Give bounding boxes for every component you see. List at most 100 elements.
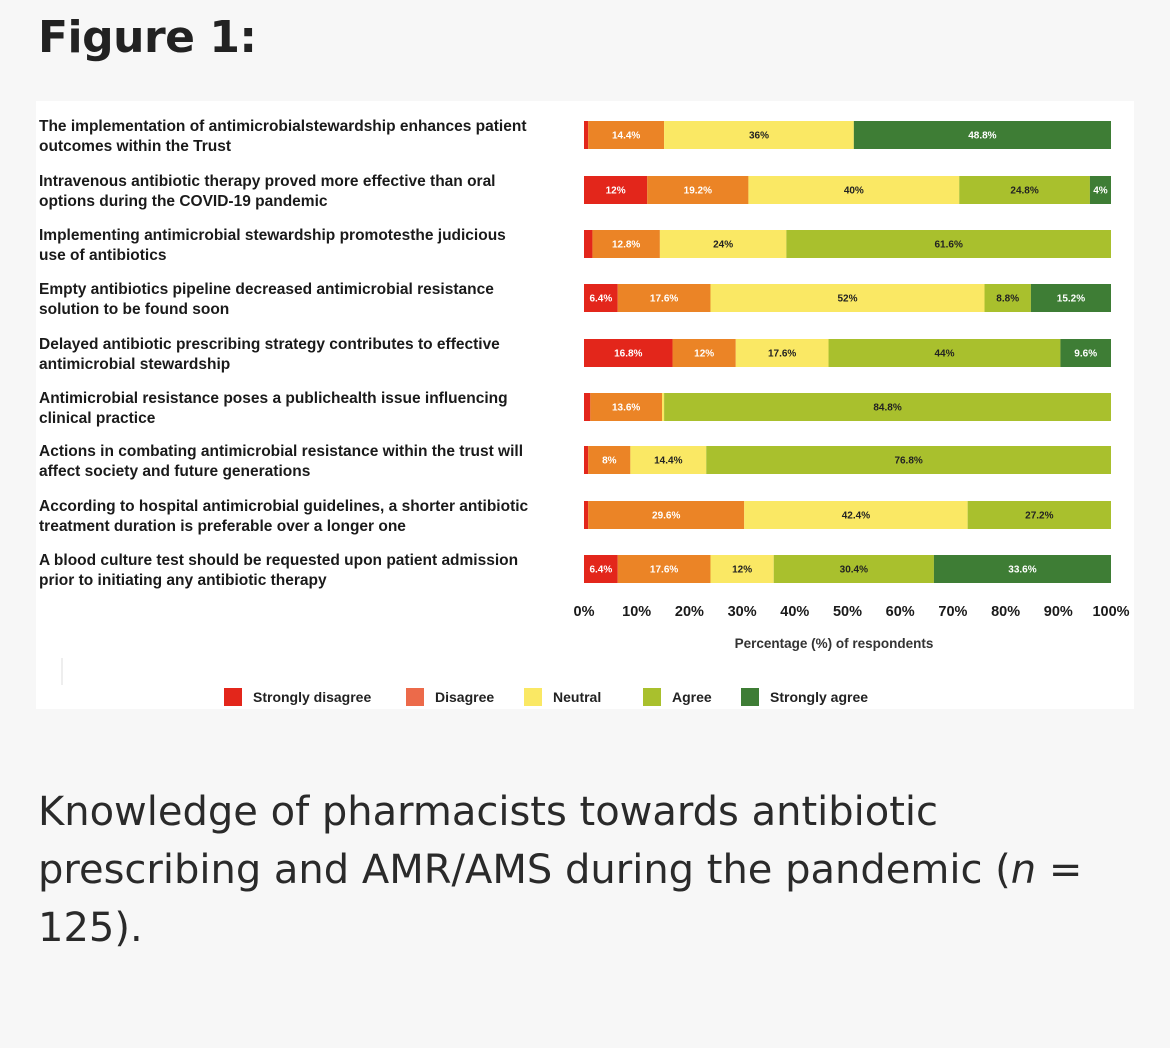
category-label: A blood culture test should be requested…	[39, 552, 518, 569]
bar-segment-disagree	[647, 176, 749, 204]
data-label: 12%	[606, 186, 626, 197]
caption-text-start: Knowledge of pharmacists towards antibio…	[38, 789, 1011, 893]
data-label: 15.2%	[1057, 294, 1085, 305]
category-label: Delayed antibiotic prescribing strategy …	[39, 336, 500, 353]
data-label: 19.2%	[684, 186, 712, 197]
bar-segment-strongly_disagree	[584, 501, 589, 529]
bar-segment-neutral	[710, 284, 985, 312]
data-label: 24.8%	[1010, 186, 1038, 197]
category-label: Implementing antimicrobial stewardship p…	[39, 227, 506, 244]
x-tick-label: 90%	[1044, 604, 1073, 620]
data-label: 84.8%	[873, 403, 901, 414]
bar-segment-neutral	[744, 501, 968, 529]
legend-label: Strongly disagree	[253, 689, 371, 705]
data-label: 14.4%	[612, 131, 640, 142]
data-label: 8.8%	[996, 294, 1019, 305]
figure-caption: Knowledge of pharmacists towards antibio…	[38, 783, 1118, 957]
bar-segment-strongly_agree	[1030, 284, 1111, 312]
bar-segment-agree	[828, 339, 1061, 367]
bar-segment-neutral	[710, 555, 774, 583]
category-label: Antimicrobial resistance poses a publich…	[39, 390, 508, 407]
bar-segment-agree	[984, 284, 1031, 312]
category-label: options during the COVID-19 pandemic	[39, 193, 328, 210]
data-label: 61.6%	[935, 240, 963, 251]
x-tick-label: 10%	[622, 604, 651, 620]
bar-segment-disagree	[590, 393, 662, 421]
bar-segment-neutral	[748, 176, 960, 204]
bar-segment-disagree	[672, 339, 736, 367]
data-label: 30.4%	[840, 565, 868, 576]
figure-title: Figure 1:	[38, 12, 257, 63]
data-label: 4%	[1093, 186, 1108, 197]
legend-label: Neutral	[553, 689, 601, 705]
data-label: 24%	[713, 240, 733, 251]
x-tick-label: 50%	[833, 604, 862, 620]
bar-segment-agree	[786, 230, 1111, 258]
bar-segment-neutral	[664, 121, 854, 149]
bar-segment-neutral	[659, 230, 787, 258]
data-label: 48.8%	[968, 131, 996, 142]
data-label: 17.6%	[768, 349, 796, 360]
bar-segment-agree	[773, 555, 934, 583]
bar-segment-disagree	[592, 230, 660, 258]
caption-text-end: = 125).	[38, 847, 1083, 951]
data-label: 52%	[837, 294, 857, 305]
x-tick-label: 0%	[574, 604, 595, 620]
bar-segment-disagree	[588, 501, 745, 529]
chart-panel: The implementation of antimicrobialstewa…	[36, 101, 1134, 709]
data-label: 9.6%	[1074, 349, 1097, 360]
legend-swatch	[741, 688, 759, 706]
data-label: 17.6%	[650, 294, 678, 305]
legend-label: Strongly agree	[770, 689, 868, 705]
category-label: clinical practice	[39, 410, 156, 427]
data-label: 6.4%	[589, 294, 612, 305]
bar-segment-strongly_disagree	[584, 121, 589, 149]
category-label: antimicrobial stewardship	[39, 356, 230, 373]
category-label: Intravenous antibiotic therapy proved mo…	[39, 173, 496, 190]
data-label: 6.4%	[589, 565, 612, 576]
data-label: 36%	[749, 131, 769, 142]
bar-segment-disagree	[617, 555, 711, 583]
category-label: The implementation of antimicrobialstewa…	[39, 118, 526, 135]
legend-swatch	[643, 688, 661, 706]
caption-n-symbol: n	[1010, 847, 1037, 893]
bar-segment-agree	[706, 446, 1111, 474]
category-label: solution to be found soon	[39, 301, 229, 318]
data-label: 16.8%	[614, 349, 642, 360]
bar-segment-strongly_disagree	[584, 339, 673, 367]
data-label: 40%	[844, 186, 864, 197]
bar-segment-strongly_agree	[933, 555, 1111, 583]
bar-segment-strongly_disagree	[584, 555, 618, 583]
category-label: affect society and future generations	[39, 463, 310, 480]
data-label: 27.2%	[1025, 511, 1053, 522]
bar-segment-strongly_agree	[853, 121, 1111, 149]
x-tick-label: 30%	[728, 604, 757, 620]
bar-segment-neutral	[735, 339, 829, 367]
data-label: 29.6%	[652, 511, 680, 522]
bar-segment-agree	[959, 176, 1090, 204]
data-label: 44%	[934, 349, 954, 360]
category-label: Actions in combating antimicrobial resis…	[39, 443, 523, 460]
category-label: According to hospital antimicrobial guid…	[39, 498, 529, 515]
category-label: prior to initiating any antibiotic thera…	[39, 572, 327, 589]
x-tick-label: 80%	[991, 604, 1020, 620]
data-label: 12%	[732, 565, 752, 576]
legend-label: Disagree	[435, 689, 494, 705]
bar-segment-strongly_disagree	[584, 176, 648, 204]
data-label: 42.4%	[842, 511, 870, 522]
x-axis-title: Percentage (%) of respondents	[735, 636, 934, 651]
data-label: 14.4%	[654, 456, 682, 467]
bar-segment-neutral	[661, 393, 665, 421]
legend-swatch	[524, 688, 542, 706]
legend-label: Agree	[672, 689, 712, 705]
stacked-bar-chart: The implementation of antimicrobialstewa…	[39, 118, 1130, 706]
bar-segment-disagree	[588, 446, 631, 474]
bar-segment-strongly_agree	[1060, 339, 1111, 367]
x-tick-label: 60%	[886, 604, 915, 620]
category-label: use of antibiotics	[39, 247, 166, 264]
bar-segment-strongly_disagree	[584, 393, 591, 421]
bar-segment-strongly_disagree	[584, 230, 593, 258]
x-tick-label: 70%	[938, 604, 967, 620]
bar-segment-strongly_disagree	[584, 446, 589, 474]
legend-swatch	[224, 688, 242, 706]
